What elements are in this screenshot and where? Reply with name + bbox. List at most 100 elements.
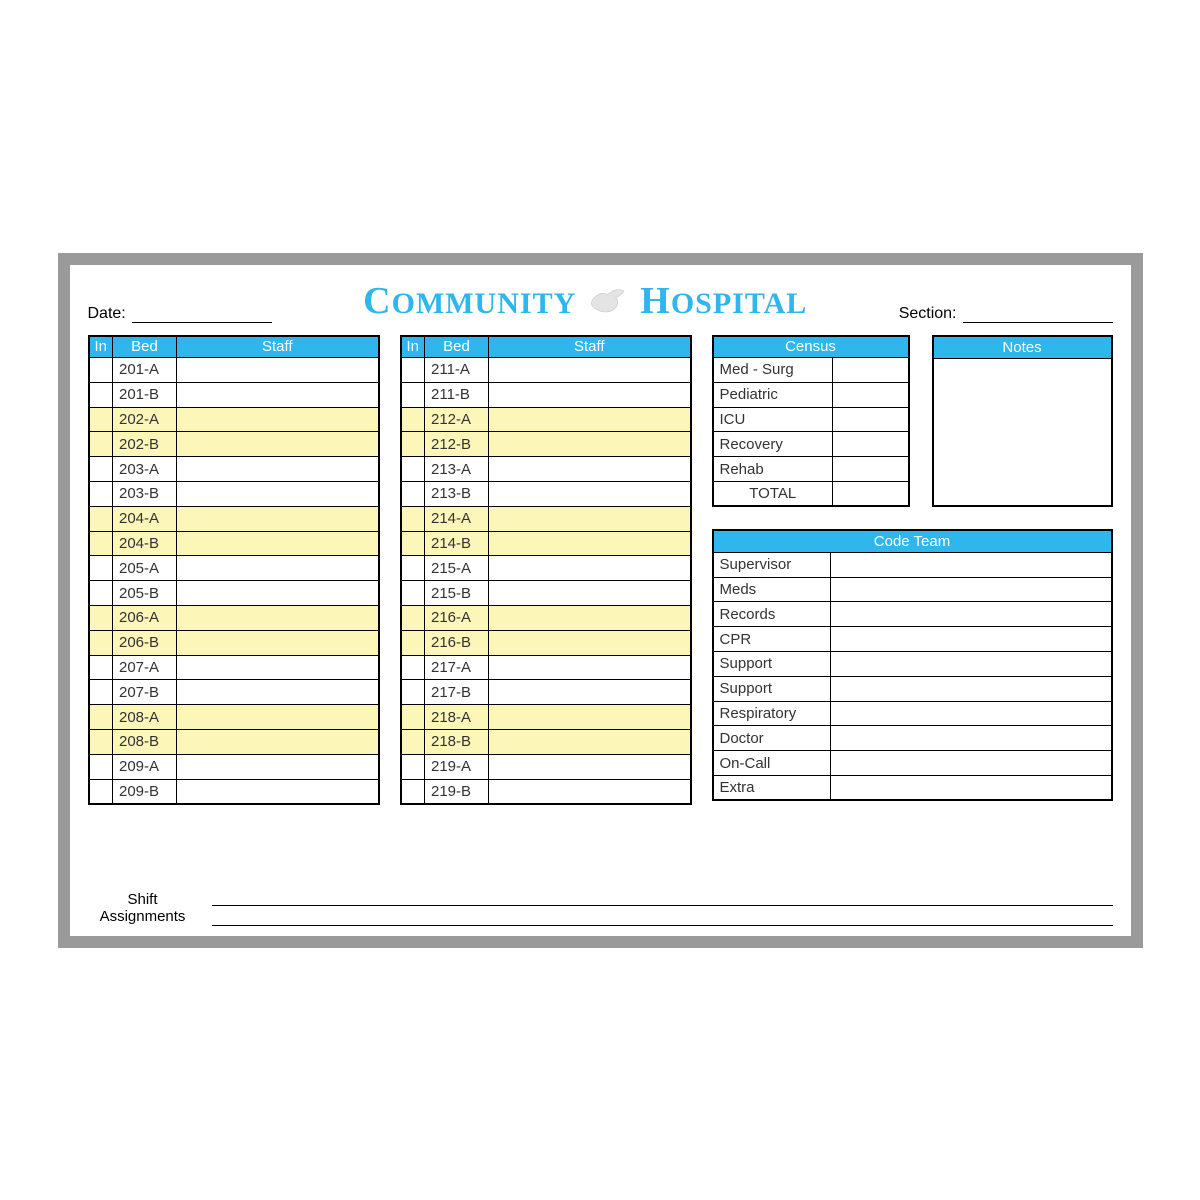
cell-staff[interactable] (489, 655, 691, 680)
cell-in[interactable] (401, 705, 425, 730)
table-row[interactable]: 207-A (89, 655, 379, 680)
cell-staff[interactable] (489, 605, 691, 630)
table-row[interactable]: 216-B (401, 630, 691, 655)
cell-in[interactable] (89, 506, 113, 531)
cell-in[interactable] (401, 680, 425, 705)
code-team-name[interactable] (831, 751, 1112, 776)
table-row[interactable]: 212-B (401, 432, 691, 457)
table-row[interactable]: 208-B (89, 729, 379, 754)
code-team-name[interactable] (831, 577, 1112, 602)
cell-in[interactable] (89, 630, 113, 655)
cell-in[interactable] (89, 382, 113, 407)
table-row[interactable]: Doctor (713, 726, 1112, 751)
table-row[interactable]: 201-B (89, 382, 379, 407)
cell-in[interactable] (401, 382, 425, 407)
table-row[interactable]: Med - Surg (713, 358, 909, 383)
cell-in[interactable] (401, 779, 425, 804)
table-row[interactable]: 217-B (401, 680, 691, 705)
cell-staff[interactable] (177, 655, 379, 680)
table-row[interactable]: 215-A (401, 556, 691, 581)
cell-in[interactable] (401, 729, 425, 754)
cell-staff[interactable] (177, 605, 379, 630)
cell-staff[interactable] (177, 779, 379, 804)
code-team-name[interactable] (831, 726, 1112, 751)
table-row[interactable]: 209-A (89, 754, 379, 779)
table-row[interactable]: 212-A (401, 407, 691, 432)
cell-in[interactable] (401, 655, 425, 680)
cell-in[interactable] (89, 531, 113, 556)
table-row[interactable]: 205-A (89, 556, 379, 581)
date-field[interactable]: Date: (88, 305, 272, 323)
table-row[interactable]: 206-A (89, 605, 379, 630)
table-row[interactable]: 218-A (401, 705, 691, 730)
cell-staff[interactable] (177, 556, 379, 581)
census-value[interactable] (833, 382, 909, 407)
cell-staff[interactable] (177, 729, 379, 754)
table-row[interactable]: 211-B (401, 382, 691, 407)
table-row[interactable]: Support (713, 651, 1112, 676)
cell-staff[interactable] (489, 382, 691, 407)
table-row[interactable]: ICU (713, 407, 909, 432)
cell-staff[interactable] (489, 432, 691, 457)
cell-in[interactable] (401, 630, 425, 655)
cell-staff[interactable] (489, 779, 691, 804)
table-row[interactable]: 202-B (89, 432, 379, 457)
table-row[interactable]: Pediatric (713, 382, 909, 407)
cell-staff[interactable] (489, 407, 691, 432)
cell-in[interactable] (89, 407, 113, 432)
cell-staff[interactable] (489, 754, 691, 779)
cell-in[interactable] (401, 481, 425, 506)
cell-staff[interactable] (489, 705, 691, 730)
table-row[interactable]: 208-A (89, 705, 379, 730)
cell-staff[interactable] (489, 531, 691, 556)
code-team-name[interactable] (831, 602, 1112, 627)
table-row[interactable]: 214-B (401, 531, 691, 556)
table-row[interactable]: 214-A (401, 506, 691, 531)
cell-staff[interactable] (489, 481, 691, 506)
table-row[interactable]: Meds (713, 577, 1112, 602)
cell-in[interactable] (401, 432, 425, 457)
cell-in[interactable] (89, 680, 113, 705)
cell-in[interactable] (401, 457, 425, 482)
cell-staff[interactable] (177, 457, 379, 482)
cell-in[interactable] (401, 531, 425, 556)
table-row[interactable]: 203-B (89, 481, 379, 506)
table-row[interactable]: Records (713, 602, 1112, 627)
table-row[interactable]: 201-A (89, 358, 379, 383)
table-row[interactable]: 205-B (89, 581, 379, 606)
census-value[interactable] (833, 358, 909, 383)
table-row[interactable]: 217-A (401, 655, 691, 680)
table-row[interactable]: 209-B (89, 779, 379, 804)
table-row[interactable]: 213-B (401, 481, 691, 506)
table-row[interactable]: 204-A (89, 506, 379, 531)
cell-staff[interactable] (177, 358, 379, 383)
cell-staff[interactable] (177, 581, 379, 606)
notes-body[interactable] (932, 359, 1113, 508)
table-row[interactable]: 206-B (89, 630, 379, 655)
cell-in[interactable] (401, 754, 425, 779)
table-row[interactable]: 216-A (401, 605, 691, 630)
table-row[interactable]: Support (713, 676, 1112, 701)
table-row[interactable]: Recovery (713, 432, 909, 457)
census-total-value[interactable] (833, 481, 909, 506)
cell-staff[interactable] (489, 680, 691, 705)
cell-in[interactable] (89, 556, 113, 581)
table-row[interactable]: 211-A (401, 358, 691, 383)
cell-in[interactable] (89, 729, 113, 754)
code-team-name[interactable] (831, 627, 1112, 652)
table-row[interactable]: Supervisor (713, 552, 1112, 577)
table-row[interactable]: CPR (713, 627, 1112, 652)
census-value[interactable] (833, 432, 909, 457)
code-team-name[interactable] (831, 701, 1112, 726)
cell-staff[interactable] (489, 556, 691, 581)
table-row[interactable]: 219-B (401, 779, 691, 804)
section-field[interactable]: Section: (899, 305, 1113, 323)
cell-staff[interactable] (177, 432, 379, 457)
table-row[interactable]: Extra (713, 775, 1112, 800)
table-row[interactable]: 213-A (401, 457, 691, 482)
cell-staff[interactable] (489, 581, 691, 606)
cell-staff[interactable] (489, 457, 691, 482)
table-row[interactable]: 215-B (401, 581, 691, 606)
table-row[interactable]: 218-B (401, 729, 691, 754)
cell-staff[interactable] (177, 531, 379, 556)
